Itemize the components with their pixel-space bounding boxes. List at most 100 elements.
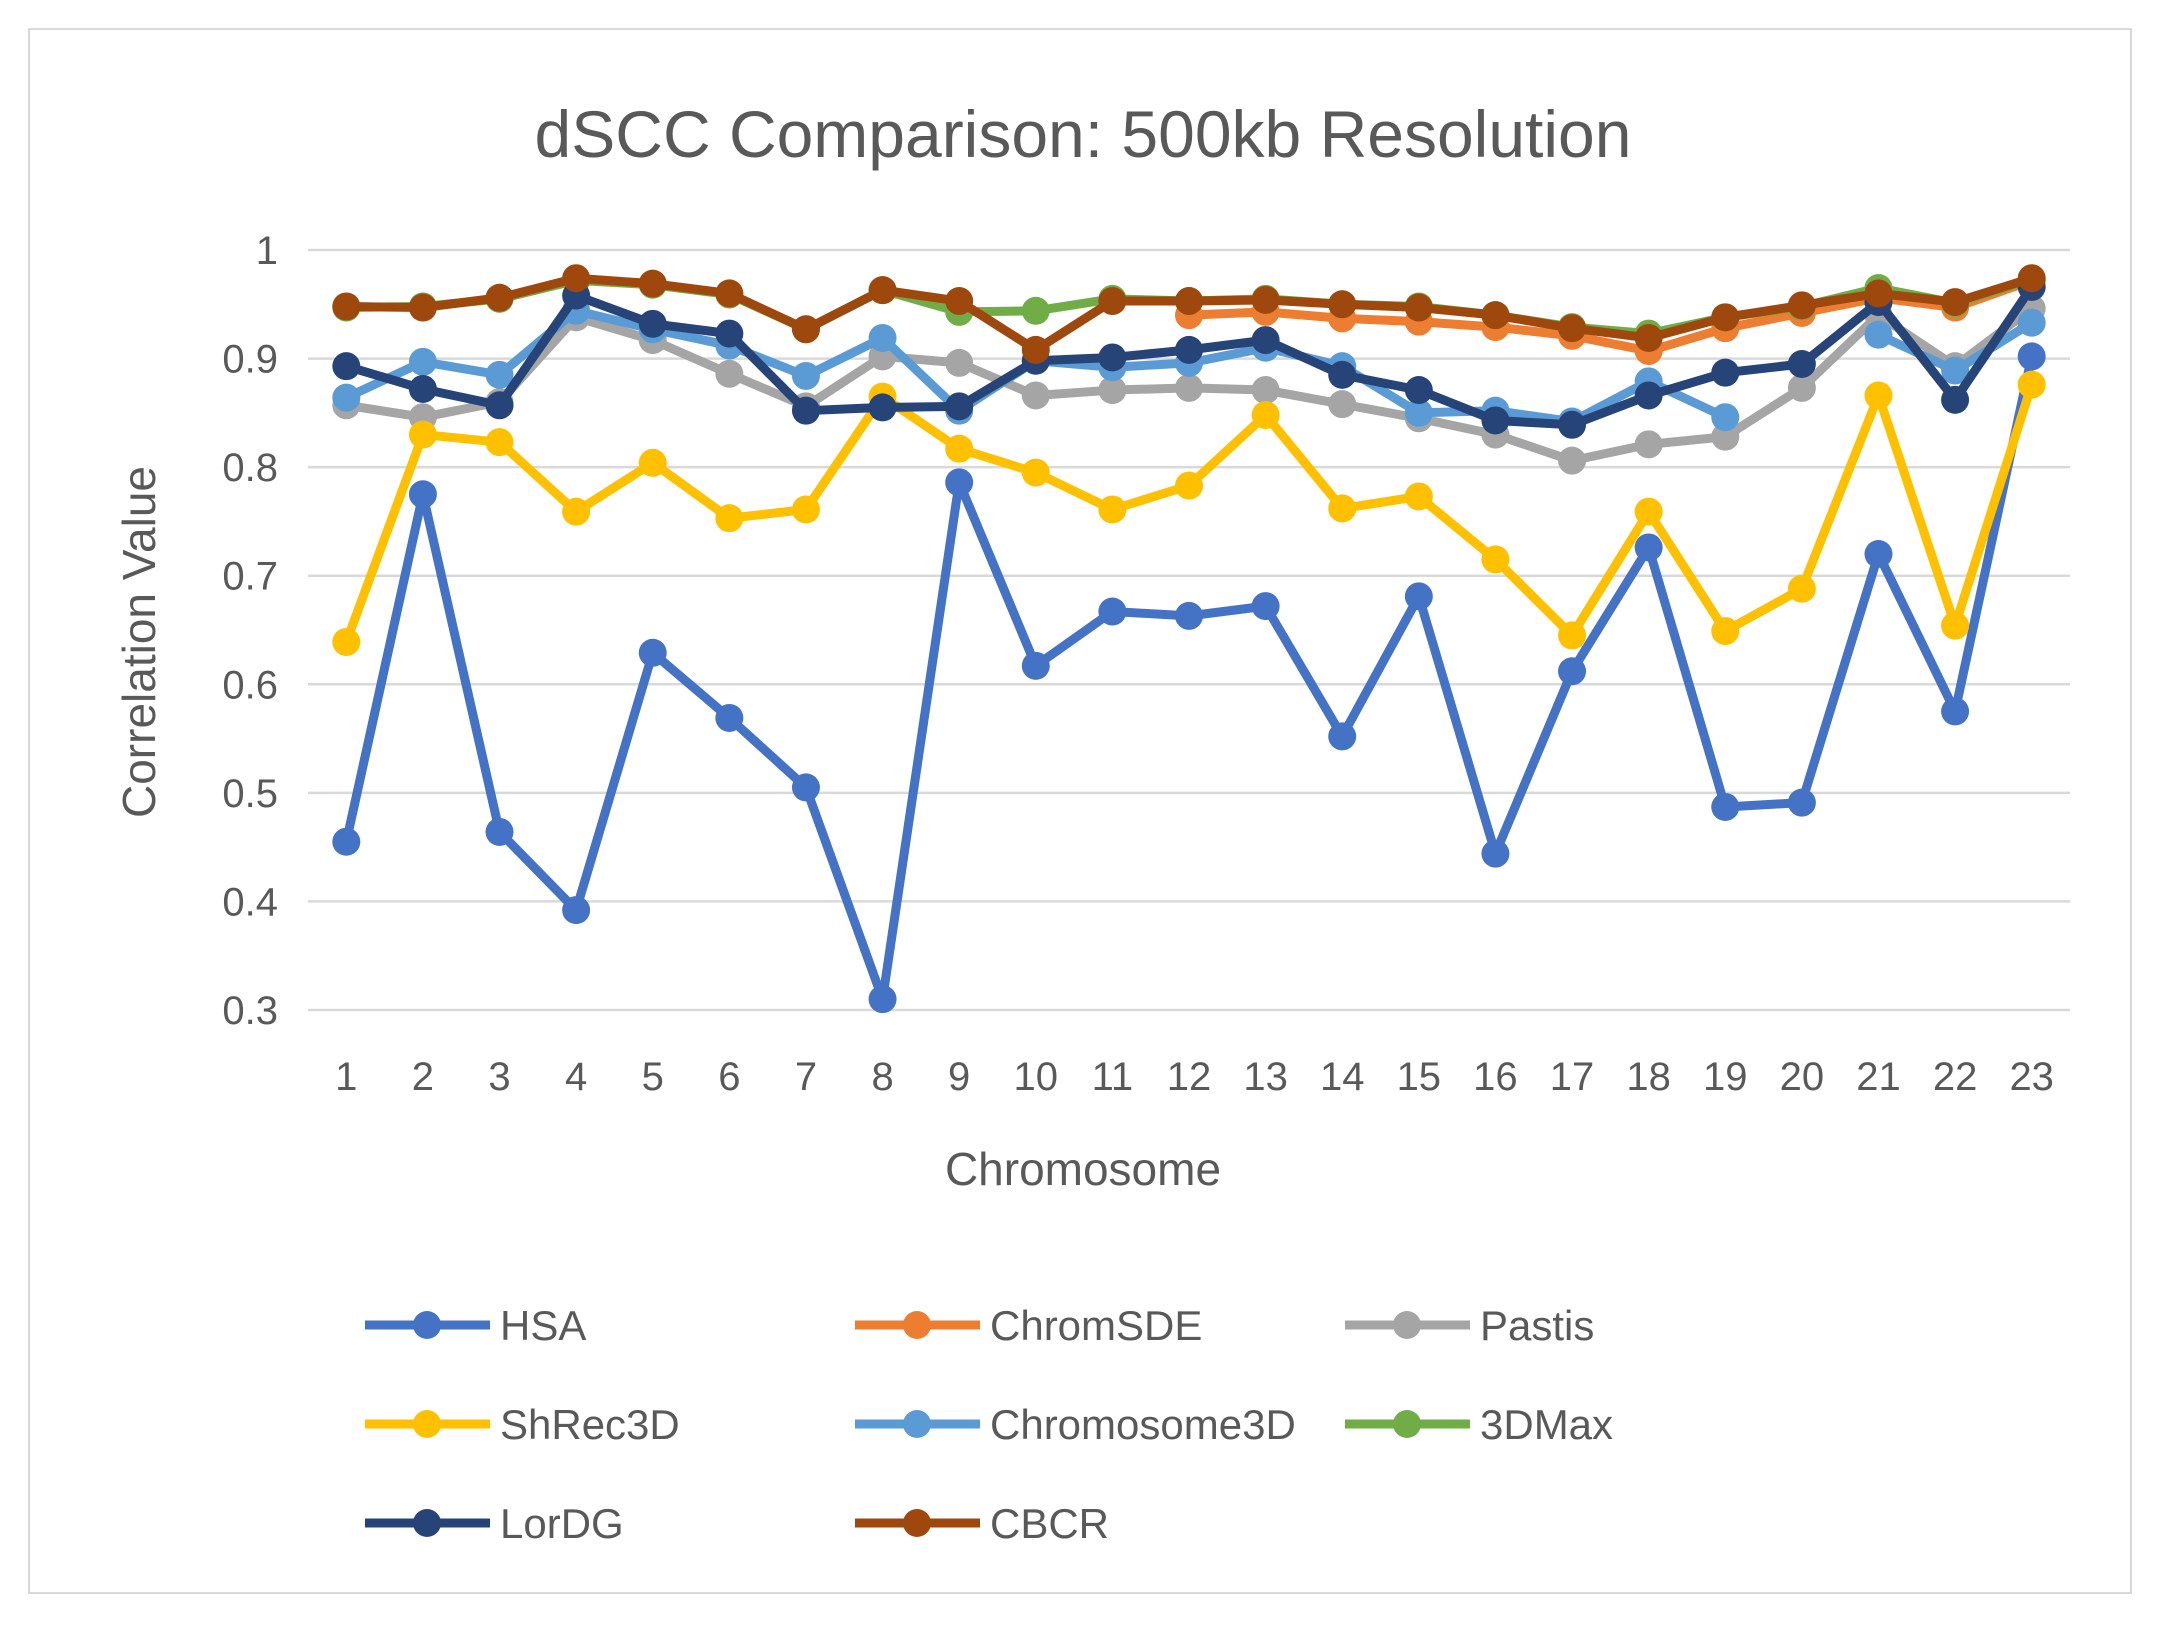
data-point — [1941, 356, 1970, 385]
data-point — [791, 396, 820, 425]
data-point — [332, 292, 361, 321]
data-point — [1711, 358, 1740, 387]
y-tick-label: 0.9 — [222, 338, 278, 382]
data-point — [1558, 621, 1587, 650]
x-tick-label: 14 — [1320, 1055, 1365, 1099]
legend-label: LorDG — [500, 1500, 624, 1547]
data-point — [1711, 422, 1740, 451]
data-point — [1098, 376, 1127, 405]
data-point — [562, 264, 591, 293]
data-point — [1251, 376, 1280, 405]
data-point — [868, 985, 897, 1014]
legend-item-cbcr[interactable]: CBCR — [855, 1500, 1109, 1547]
data-point — [1634, 323, 1663, 352]
data-point — [1175, 287, 1203, 316]
data-point — [1328, 290, 1357, 319]
legend-marker — [903, 1509, 931, 1537]
x-axis-title: Chromosome — [945, 1143, 1221, 1195]
data-point — [1328, 494, 1357, 523]
x-tick-label: 13 — [1243, 1055, 1288, 1099]
data-point — [1251, 285, 1280, 314]
data-point — [1711, 792, 1740, 821]
legend-item-pastis[interactable]: Pastis — [1345, 1302, 1594, 1349]
x-tick-label: 4 — [565, 1055, 587, 1099]
data-point — [1251, 326, 1280, 355]
data-point — [791, 315, 820, 344]
data-point — [1711, 403, 1740, 432]
data-point — [945, 348, 974, 377]
data-point — [1021, 651, 1050, 680]
x-tick-label: 10 — [1014, 1055, 1059, 1099]
legend-item-chromosome3d[interactable]: Chromosome3D — [855, 1401, 1296, 1448]
data-point — [1481, 406, 1510, 435]
data-point — [1787, 373, 1816, 402]
data-point — [868, 323, 897, 352]
data-point — [715, 319, 744, 348]
data-point — [1098, 495, 1127, 524]
x-tick-label: 20 — [1780, 1055, 1825, 1099]
legend-item-hsa[interactable]: HSA — [365, 1302, 586, 1349]
data-point — [1021, 458, 1050, 487]
legend-marker — [1393, 1410, 1421, 1438]
data-point — [715, 703, 744, 732]
data-point — [408, 480, 437, 509]
data-point — [1787, 350, 1816, 378]
data-point — [1558, 446, 1587, 475]
legend-marker — [413, 1311, 441, 1339]
data-point — [332, 383, 361, 412]
series-shrec3d — [332, 370, 2046, 656]
legend-label: 3DMax — [1480, 1401, 1613, 1448]
data-point — [2017, 308, 2046, 337]
data-point — [1864, 279, 1893, 308]
data-point — [1481, 839, 1510, 868]
legend-item-shrec3d[interactable]: ShRec3D — [365, 1401, 680, 1448]
data-point — [1711, 303, 1740, 332]
data-point — [408, 420, 437, 449]
data-point — [945, 434, 974, 463]
legend-marker — [903, 1311, 931, 1339]
data-point — [1634, 381, 1663, 410]
data-point — [1558, 657, 1587, 686]
y-tick-label: 0.8 — [222, 446, 278, 490]
series-hsa — [332, 342, 2046, 1014]
data-point — [1404, 482, 1433, 511]
data-point — [485, 391, 514, 420]
legend[interactable]: HSA ChromSDE Pastis ShRec3D Chromosome3D 3DMa… — [365, 1302, 1613, 1547]
line-chart: dSCC Comparison: 500kb Resolution 0.3 0.4… — [113, 97, 2070, 1547]
data-point — [2017, 370, 2046, 399]
data-point — [1864, 320, 1893, 349]
data-point — [1175, 471, 1203, 500]
data-point — [1098, 287, 1127, 316]
data-point — [1404, 293, 1433, 322]
x-tick-label: 12 — [1167, 1055, 1212, 1099]
data-point — [1481, 301, 1510, 330]
legend-marker — [413, 1509, 441, 1537]
gridlines — [308, 248, 2070, 1012]
x-tick-label: 8 — [871, 1055, 893, 1099]
legend-label: HSA — [500, 1302, 586, 1349]
x-tick-label: 7 — [795, 1055, 817, 1099]
data-point — [868, 393, 897, 422]
y-axis-title: Correlation Value — [113, 466, 165, 818]
data-point — [1098, 597, 1127, 626]
data-point — [1941, 611, 1970, 640]
data-point — [1251, 592, 1280, 621]
data-point — [1634, 497, 1663, 526]
data-point — [485, 428, 514, 457]
data-point — [1328, 360, 1357, 389]
x-tick-label: 1 — [335, 1055, 357, 1099]
x-tick-label: 3 — [488, 1055, 510, 1099]
y-tick-label: 1 — [256, 229, 278, 273]
y-tick-label: 0.6 — [222, 663, 278, 707]
data-point — [1481, 545, 1510, 574]
legend-marker — [903, 1410, 931, 1438]
data-point — [1175, 373, 1203, 402]
data-point — [2017, 342, 2046, 371]
legend-item-lordg[interactable]: LorDG — [365, 1500, 624, 1547]
data-point — [638, 448, 667, 477]
legend-item-3dmax[interactable]: 3DMax — [1345, 1401, 1613, 1448]
legend-item-chromsde[interactable]: ChromSDE — [855, 1302, 1202, 1349]
y-tick-label: 0.3 — [222, 989, 278, 1033]
data-point — [1404, 398, 1433, 427]
data-point — [945, 468, 974, 497]
